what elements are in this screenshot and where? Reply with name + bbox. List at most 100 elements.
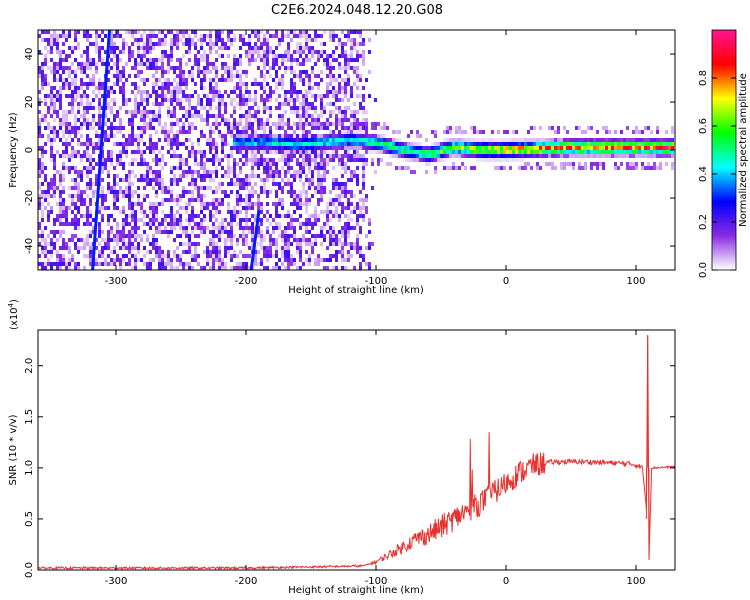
heatmap-cell (434, 130, 437, 134)
heatmap-cell (101, 154, 104, 158)
heatmap-cell (131, 134, 134, 138)
heatmap-cell (77, 194, 80, 198)
heatmap-cell (224, 246, 227, 250)
heatmap-cell (287, 118, 290, 122)
heatmap-cell (665, 162, 668, 166)
heatmap-cell (272, 150, 275, 154)
heatmap-cell (44, 266, 47, 270)
heatmap-cell (281, 78, 284, 82)
heatmap-cell (158, 66, 161, 70)
heatmap-cell (185, 114, 188, 118)
heatmap-cell (131, 246, 134, 250)
heatmap-cell (266, 62, 269, 66)
heatmap-cell (641, 154, 644, 158)
heatmap-cell (248, 126, 251, 130)
heatmap-cell (215, 38, 218, 42)
heatmap-cell (470, 154, 473, 158)
heatmap-cell (308, 178, 311, 182)
heatmap-cell (38, 98, 41, 102)
heatmap-cell (113, 174, 116, 178)
heatmap-cell (500, 142, 503, 146)
heatmap-cell (536, 166, 539, 170)
heatmap-cell (269, 106, 272, 110)
heatmap-cell (212, 254, 215, 258)
heatmap-cell (218, 230, 221, 234)
heatmap-cell (362, 162, 365, 166)
heatmap-cell (86, 166, 89, 170)
heatmap-cell (293, 190, 296, 194)
heatmap-cell (287, 134, 290, 138)
heatmap-cell (200, 202, 203, 206)
heatmap-cell (287, 126, 290, 130)
heatmap-cell (56, 94, 59, 98)
heatmap-cell (212, 46, 215, 50)
heatmap-cell (323, 186, 326, 190)
heatmap-cell (140, 58, 143, 62)
heatmap-cell (572, 138, 575, 142)
heatmap-cell (74, 38, 77, 42)
heatmap-cell (137, 234, 140, 238)
heatmap-cell (524, 138, 527, 142)
heatmap-cell (377, 162, 380, 166)
heatmap-cell (170, 54, 173, 58)
heatmap-cell (164, 78, 167, 82)
heatmap-cell (71, 222, 74, 226)
heatmap-cell (140, 54, 143, 58)
heatmap-cell (230, 126, 233, 130)
heatmap-cell (239, 90, 242, 94)
heatmap-cell (212, 198, 215, 202)
heatmap-cell (80, 78, 83, 82)
heatmap-cell (302, 138, 305, 142)
heatmap-cell (347, 74, 350, 78)
heatmap-cell (122, 46, 125, 50)
heatmap-cell (461, 146, 464, 150)
heatmap-cell (203, 206, 206, 210)
heatmap-cell (272, 230, 275, 234)
heatmap-cell (218, 98, 221, 102)
heatmap-cell (227, 174, 230, 178)
heatmap-cell (182, 162, 185, 166)
heatmap-cell (242, 182, 245, 186)
heatmap-cell (80, 86, 83, 90)
heatmap-cell (350, 226, 353, 230)
heatmap-cell (290, 174, 293, 178)
heatmap-cell (200, 218, 203, 222)
heatmap-cell (113, 82, 116, 86)
heatmap-cell (338, 130, 341, 134)
heatmap-cell (314, 126, 317, 130)
heatmap-cell (287, 166, 290, 170)
heatmap-cell (86, 106, 89, 110)
heatmap-cell (341, 98, 344, 102)
heatmap-cell (167, 90, 170, 94)
heatmap-cell (509, 166, 512, 170)
heatmap-cell (575, 138, 578, 142)
heatmap-cell (131, 214, 134, 218)
heatmap-cell (251, 98, 254, 102)
heatmap-cell (203, 78, 206, 82)
heatmap-cell (59, 126, 62, 130)
heatmap-cell (302, 102, 305, 106)
heatmap-cell (635, 126, 638, 130)
heatmap-cell (140, 218, 143, 222)
heatmap-cell (374, 126, 377, 130)
heatmap-cell (158, 174, 161, 178)
heatmap-cell (170, 206, 173, 210)
heatmap-cell (89, 42, 92, 46)
heatmap-cell (335, 250, 338, 254)
heatmap-cell (575, 154, 578, 158)
heatmap-cell (461, 138, 464, 142)
heatmap-cell (176, 266, 179, 270)
heatmap-cell (131, 266, 134, 270)
heatmap-cell (215, 58, 218, 62)
heatmap-cell (200, 42, 203, 46)
heatmap-cell (41, 210, 44, 214)
heatmap-cell (176, 138, 179, 142)
heatmap-cell (341, 210, 344, 214)
heatmap-cell (236, 102, 239, 106)
heatmap-cell (416, 130, 419, 134)
heatmap-cell (344, 266, 347, 270)
heatmap-cell (635, 138, 638, 142)
heatmap-cell (218, 90, 221, 94)
heatmap-cell (86, 122, 89, 126)
heatmap-cell (344, 70, 347, 74)
